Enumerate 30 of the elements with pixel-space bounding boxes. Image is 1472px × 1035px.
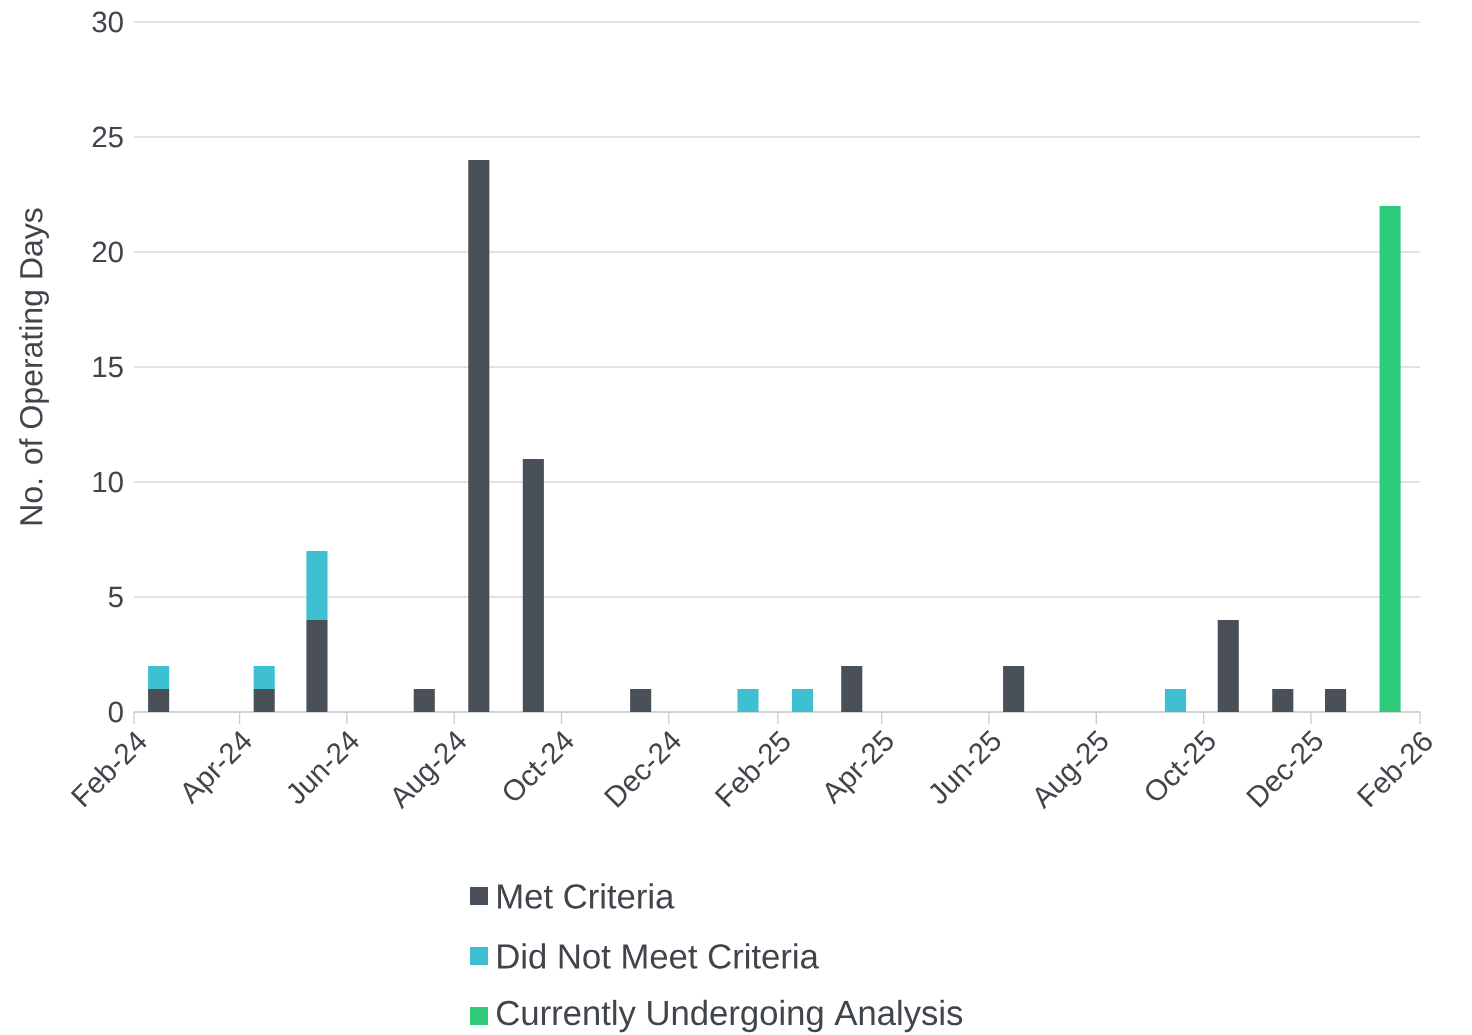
y-tick-label: 5	[108, 586, 123, 608]
legend-label: Did Not Meet Criteria	[498, 943, 819, 969]
legend-label: Currently Undergoing Analysis	[497, 999, 963, 1033]
y-tick-label: 20	[92, 241, 123, 263]
bar	[1164, 688, 1187, 712]
y-tick-label: 10	[93, 471, 123, 493]
y-tick-label: 15	[93, 356, 123, 378]
bar	[1003, 665, 1025, 712]
bar	[1379, 206, 1401, 712]
bar	[413, 688, 435, 712]
bar	[791, 688, 814, 712]
bar	[630, 688, 652, 712]
bar	[522, 458, 544, 712]
bar	[737, 688, 759, 712]
bar	[1217, 619, 1239, 712]
y-tick-label: 0	[108, 701, 123, 723]
legend-label: Met Criteria	[498, 883, 675, 909]
bar	[1325, 688, 1347, 712]
y-axis-title: No. of Operating Days	[19, 208, 49, 525]
bar	[841, 665, 863, 712]
bar	[253, 688, 275, 712]
y-tick-label: 25	[92, 126, 123, 148]
bar	[1272, 688, 1294, 712]
bar	[253, 665, 275, 689]
bar	[306, 550, 328, 620]
y-tick-label: 30	[92, 11, 123, 33]
bar	[148, 688, 170, 712]
bar	[468, 160, 490, 712]
bar	[148, 665, 170, 689]
bar	[306, 619, 328, 712]
